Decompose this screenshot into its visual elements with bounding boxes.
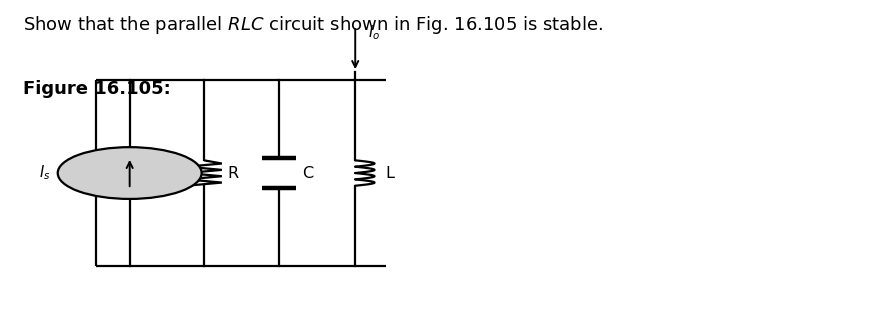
Text: L: L: [385, 166, 394, 180]
Text: C: C: [302, 166, 313, 180]
Text: Figure 16.105:: Figure 16.105:: [23, 80, 171, 98]
Text: $I_o$: $I_o$: [368, 23, 379, 42]
Text: R: R: [227, 166, 238, 180]
Text: $I_s$: $I_s$: [39, 164, 51, 182]
Text: Show that the parallel $\mathit{RLC}$ circuit shown in Fig. 16.105 is stable.: Show that the parallel $\mathit{RLC}$ ci…: [23, 14, 603, 36]
Circle shape: [58, 147, 202, 199]
